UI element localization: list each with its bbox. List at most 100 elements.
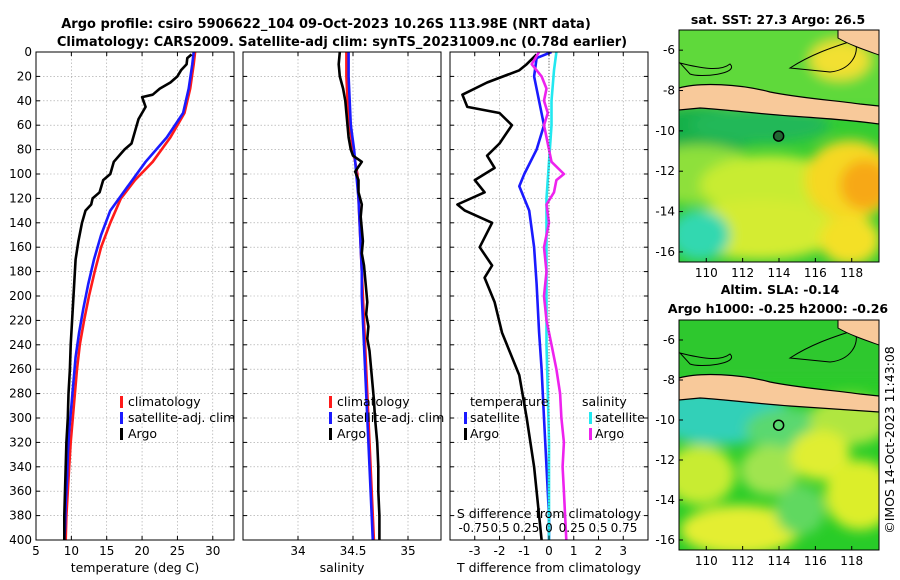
legend-label-s-satellite: satellite <box>595 410 645 425</box>
y-tick-label: 120 <box>9 191 32 205</box>
y-tick-label: 0 <box>24 45 32 59</box>
x-tick-label: 0 <box>545 544 553 558</box>
y-tick-label: 360 <box>9 484 32 498</box>
legend-title-salinity: salinity <box>582 394 627 409</box>
series-line-argo <box>63 53 193 540</box>
x-tick-label: -2 <box>494 544 506 558</box>
salinity-legend: climatology satellite-adj. clim Argo <box>329 394 444 441</box>
map-y-tick-label: -16 <box>655 245 675 259</box>
map-y-tick-label: -12 <box>655 164 675 178</box>
s-diff-tick-label: 0.75 <box>611 521 638 535</box>
x-tick-label: 10 <box>64 544 79 558</box>
series-line-t-satellite <box>518 52 552 540</box>
y-tick-label: 160 <box>9 240 32 254</box>
s-diff-tick-label: 0.5 <box>588 521 607 535</box>
series-group <box>63 52 197 540</box>
legend-label-s-argo: Argo <box>595 426 624 441</box>
y-tick-label: 200 <box>9 289 32 303</box>
imos-credit: ©IMOS 14-Oct-2023 11:43:08 <box>882 346 897 534</box>
y-tick-label: 260 <box>9 362 32 376</box>
legend-label-argo: Argo <box>128 426 157 441</box>
series-line-satellite-adj-clim <box>63 52 195 540</box>
s-diff-tick-label: 0 <box>545 521 553 535</box>
x-axis-label: T difference from climatology <box>456 560 642 575</box>
x-axis-label: temperature (deg C) <box>71 560 200 575</box>
map-x-tick-label: 110 <box>695 554 718 568</box>
map-y-tick-label: -6 <box>663 333 675 347</box>
y-tick-label: 340 <box>9 460 32 474</box>
legend-label-argo: Argo <box>337 426 366 441</box>
map-y-tick-label: -8 <box>663 84 675 98</box>
series-group <box>337 52 381 540</box>
x-tick-label: -1 <box>518 544 530 558</box>
y-tick-label: 60 <box>17 118 32 132</box>
sla-map <box>679 320 879 550</box>
legend-label-t-argo: Argo <box>470 426 499 441</box>
figure-title-line2: Climatology: CARS2009. Satellite-adj cli… <box>57 35 627 50</box>
map-x-tick-label: 118 <box>840 554 863 568</box>
s-diff-tick-label: -0.75 <box>458 521 489 535</box>
y-tick-label: 80 <box>17 143 32 157</box>
coastline <box>679 62 733 77</box>
y-tick-label: 380 <box>9 509 32 523</box>
map-x-tick-label: 112 <box>731 266 754 280</box>
s-diff-tick-label: 0.5 <box>490 521 509 535</box>
legend-swatch-s-satellite <box>589 412 592 424</box>
x-tick-label: 5 <box>32 544 40 558</box>
legend-label-satellite: satellite-adj. clim <box>128 410 235 425</box>
y-tick-label: 280 <box>9 387 32 401</box>
legend-swatch-climatology <box>120 396 123 408</box>
x-tick-label: 34.5 <box>340 544 367 558</box>
legend-label-climatology: climatology <box>128 394 201 409</box>
legend-label-satellite: satellite-adj. clim <box>337 410 444 425</box>
x-tick-label: 2 <box>595 544 603 558</box>
map-y-tick-label: -16 <box>655 533 675 547</box>
legend-label-t-satellite: satellite <box>470 410 520 425</box>
sla-map-ticks: 110 112 114 116 118 -6 -8 -10 -12 -14 -16 <box>655 333 863 568</box>
y-tick-label: 320 <box>9 435 32 449</box>
legend-swatch-argo <box>329 428 332 440</box>
difference-legend-temperature: temperature satellite Argo <box>464 394 549 441</box>
y-tick-label: 400 <box>9 533 32 547</box>
sla-map-title-line2: Argo h1000: -0.25 h2000: -0.26 <box>668 301 889 316</box>
y-tick-label: 180 <box>9 265 32 279</box>
difference-legend-salinity: salinity satellite Argo <box>582 394 645 441</box>
temperature-profile-panel: 5 10 15 20 25 30 temperature (deg C) 0 20 40 60 80 1… <box>9 45 235 575</box>
x-tick-label: 15 <box>99 544 114 558</box>
x-tick-label: 25 <box>170 544 185 558</box>
legend-swatch-argo <box>120 428 123 440</box>
java-island <box>679 373 879 413</box>
temperature-legend: climatology satellite-adj. clim Argo <box>120 394 235 441</box>
argo-location-marker <box>772 419 785 431</box>
y-tick-label: 20 <box>17 69 32 83</box>
figure-title-line1: Argo profile: csiro 5906622_104 09-Oct-2… <box>61 17 591 32</box>
series-line-t-argo <box>456 53 543 540</box>
s-diff-tick-label: 0.25 <box>513 521 540 535</box>
x-tick-label: 34 <box>290 544 305 558</box>
sla-map-title-line1: Altim. SLA: -0.14 <box>721 282 840 297</box>
map-x-tick-label: 114 <box>768 554 791 568</box>
map-y-tick-label: -10 <box>655 413 675 427</box>
x-tick-label: 20 <box>134 544 149 558</box>
s-difference-axis-label: S difference from climatology <box>457 506 642 521</box>
legend-swatch-satellite <box>329 412 332 424</box>
y-tick-label: 220 <box>9 313 32 327</box>
difference-profile-panel: -3 -2 -1 0 1 2 3 T difference from climatology <box>449 51 649 575</box>
map-x-tick-label: 112 <box>731 554 754 568</box>
y-tick-label: 40 <box>17 94 32 108</box>
salinity-profile-panel: 34 34.5 35 salinity <box>242 51 442 575</box>
map-x-tick-label: 118 <box>840 266 863 280</box>
sst-map <box>679 30 879 262</box>
s-difference-tick-labels: -0.75 0.5 0.25 0 0.25 0.5 0.75 <box>458 521 637 535</box>
series-line-s-satellite <box>545 52 558 540</box>
series-line-argo <box>337 52 381 540</box>
java-island <box>679 83 879 125</box>
map-y-tick-label: -8 <box>663 373 675 387</box>
sst-map-ticks: 110 112 114 116 118 -6 -8 -10 -12 -14 -16 <box>655 43 863 280</box>
x-axis-label: salinity <box>320 560 365 575</box>
sst-map-title: sat. SST: 27.3 Argo: 26.5 <box>691 12 865 27</box>
y-tick-label: 300 <box>9 411 32 425</box>
map-y-tick-label: -6 <box>663 43 675 57</box>
map-x-tick-label: 116 <box>804 266 827 280</box>
